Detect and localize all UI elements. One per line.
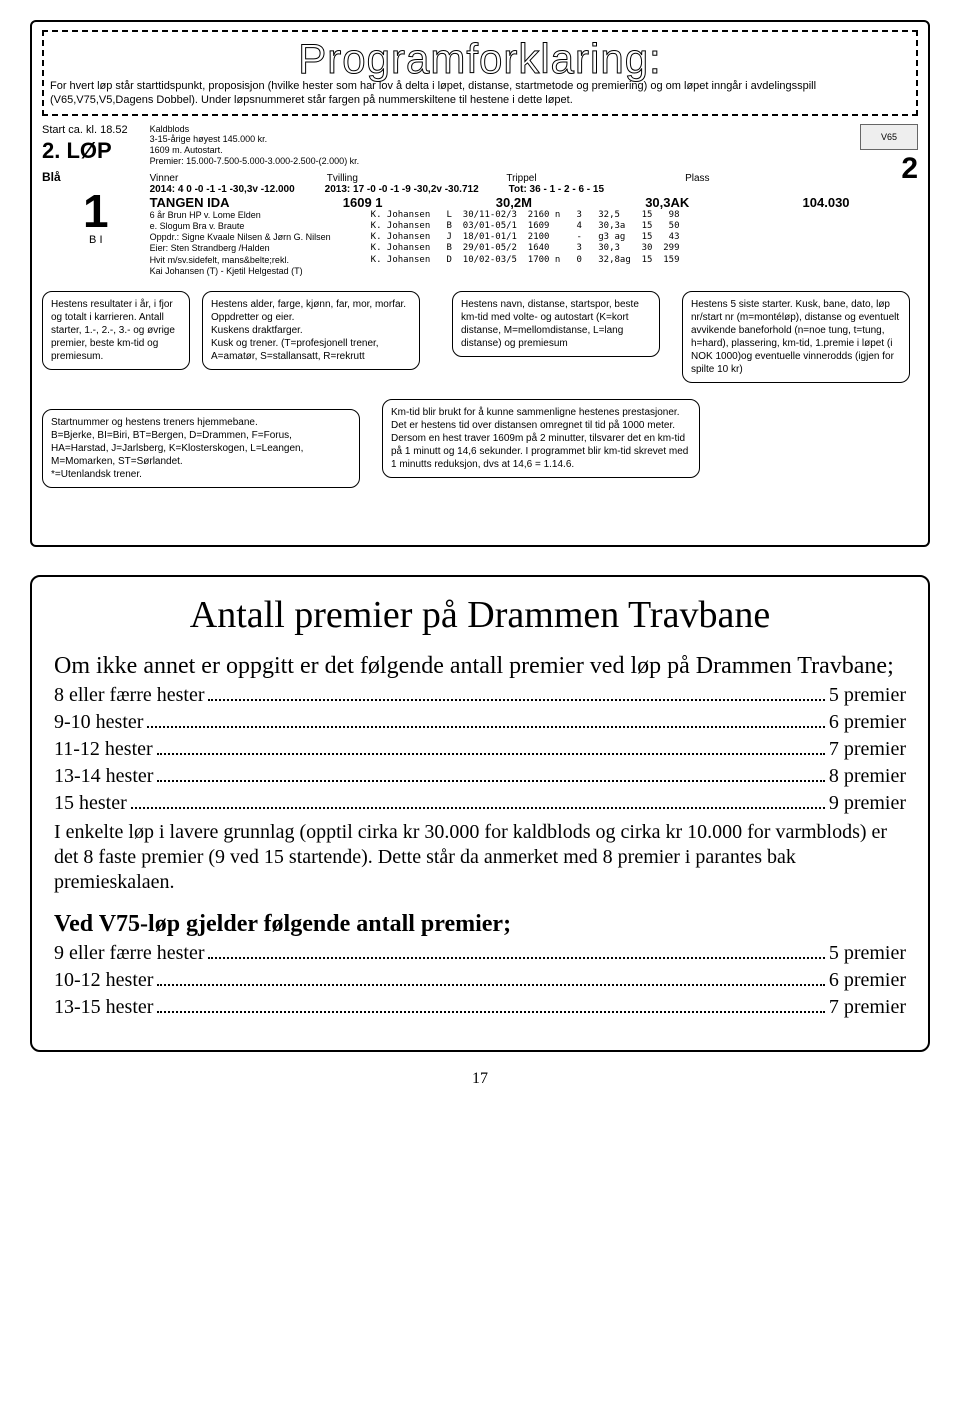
prop-line: Premier: 15.000-7.500-5.000-3.000-2.500-…: [150, 156, 850, 167]
prize-row-right: 5 premier: [829, 941, 906, 966]
prize-row-right: 8 premier: [829, 764, 906, 789]
prize-row-left: 15 hester: [54, 791, 127, 816]
horse-start-number: 1: [42, 188, 150, 234]
trainer-track-code: B I: [42, 234, 150, 246]
prop-line: 3-15-årige høyest 145.000 kr.: [150, 134, 850, 145]
prize-title: Antall premier på Drammen Travbane: [54, 593, 906, 637]
dots-filler: [157, 966, 824, 986]
callout-name-distance: Hestens navn, distanse, startspor, beste…: [452, 291, 660, 357]
start-time: Start ca. kl. 18.52: [42, 124, 150, 136]
prize-row: 13-14 hester 8 premier: [54, 762, 906, 789]
prize-row-left: 9-10 hester: [54, 710, 143, 735]
bet-header: Vinner: [150, 173, 179, 184]
prop-line: 1609 m. Autostart.: [150, 145, 850, 156]
prize-row-left: 13-15 hester: [54, 995, 153, 1020]
dots-filler: [208, 939, 824, 959]
page-number: 17: [30, 1070, 930, 1088]
program-box: Programforklaring: For hvert løp står st…: [30, 20, 930, 547]
detail-line: Hvit m/sv.sidefelt, mans&belte;rekl.: [150, 255, 331, 266]
prize-row: 10-12 hester 6 premier: [54, 966, 906, 993]
prize-lead: Om ikke annet er oppgitt er det følgende…: [54, 651, 906, 681]
dots-filler: [157, 735, 825, 755]
horse-name: TANGEN IDA: [150, 195, 230, 210]
race-number: 2. LØP: [42, 138, 150, 164]
color-label: Blå: [42, 170, 150, 184]
dots-filler: [147, 708, 824, 728]
prize-row-right: 6 premier: [829, 968, 906, 993]
prize-money: 104.030: [803, 195, 850, 210]
prize-row: 11-12 hester 7 premier: [54, 735, 906, 762]
prize-row: 15 hester 9 premier: [54, 789, 906, 816]
prize-info-box: Antall premier på Drammen Travbane Om ik…: [30, 575, 930, 1052]
prize-row-right: 7 premier: [829, 995, 906, 1020]
stat-total: Tot: 36 - 1 - 2 - 6 - 15: [509, 184, 604, 195]
prop-line: Kaldblods: [150, 124, 850, 135]
prize-row-left: 10-12 hester: [54, 968, 153, 993]
year-stats: 2014: 4 0 -0 -1 -1 -30,3v -12.000 2013: …: [150, 184, 850, 195]
game-badge: V65: [860, 124, 918, 150]
prize-row: 13-15 hester 7 premier: [54, 993, 906, 1020]
callouts-area: Hestens resultater i år, i fjor og total…: [42, 291, 918, 531]
horse-details: 6 år Brun HP v. Lome Elden e. Slogum Bra…: [150, 210, 331, 278]
dots-filler: [157, 993, 824, 1013]
distance-startpos: 1609 1: [343, 195, 383, 210]
prize-row-left: 8 eller færre hester: [54, 683, 204, 708]
callout-startnumber: Startnummer og hestens treners hjemmeban…: [42, 409, 360, 488]
division-number: 2: [850, 152, 918, 186]
dots-filler: [131, 789, 825, 809]
prize-row-left: 11-12 hester: [54, 737, 153, 762]
detail-line: Oppdr.: Signe Kvaale Nilsen & Jørn G. Ni…: [150, 232, 331, 243]
prize-paragraph: I enkelte løp i lavere grunnlag (opptil …: [54, 820, 906, 895]
dots-filler: [208, 681, 824, 701]
callout-horse-info: Hestens alder, farge, kjønn, far, mor, m…: [202, 291, 420, 370]
stat-2014: 2014: 4 0 -0 -1 -1 -30,3v -12.000: [150, 184, 295, 195]
detail-line: e. Slogum Bra v. Braute: [150, 221, 331, 232]
km-time-ak: 30,3AK: [645, 195, 689, 210]
bet-headers: Vinner Tvilling Trippel Plass: [150, 173, 710, 184]
detail-line: Eier: Sten Strandberg /Halden: [150, 243, 331, 254]
prize-row-right: 9 premier: [829, 791, 906, 816]
callout-kmtime: Km-tid blir brukt for å kunne sammenlign…: [382, 399, 700, 478]
prize-row-left: 9 eller færre hester: [54, 941, 204, 966]
prize-row-right: 7 premier: [829, 737, 906, 762]
header-block: Programforklaring: For hvert løp står st…: [42, 30, 918, 116]
v75-subhead: Ved V75-løp gjelder følgende antall prem…: [54, 909, 906, 939]
prize-row-left: 13-14 hester: [54, 764, 153, 789]
prize-row-right: 6 premier: [829, 710, 906, 735]
stat-2013: 2013: 17 -0 -0 -1 -9 -30,2v -30.712: [325, 184, 479, 195]
prize-row: 8 eller færre hester 5 premier: [54, 681, 906, 708]
callout-last-starts: Hestens 5 siste starter. Kusk, bane, dat…: [682, 291, 910, 383]
proposition-lines: Kaldblods 3-15-årige høyest 145.000 kr. …: [150, 124, 850, 167]
bet-header: Plass: [685, 173, 709, 184]
km-time-m: 30,2M: [496, 195, 532, 210]
prize-row: 9 eller færre hester 5 premier: [54, 939, 906, 966]
detail-line: Kai Johansen (T) - Kjetil Helgestad (T): [150, 266, 331, 277]
bet-header: Trippel: [506, 173, 536, 184]
intro-text: For hvert løp står starttidspunkt, propo…: [50, 80, 910, 108]
race-card: Start ca. kl. 18.52 2. LØP Blå 1 B I Kal…: [42, 124, 918, 278]
last-5-starts: K. Johansen L 30/11-02/3 2160 n 3 32,5 1…: [371, 210, 680, 278]
prize-row-right: 5 premier: [829, 683, 906, 708]
horse-name-row: TANGEN IDA 1609 1 30,2M 30,3AK 104.030: [150, 195, 850, 210]
callout-results-summary: Hestens resultater i år, i fjor og total…: [42, 291, 190, 370]
prize-row: 9-10 hester 6 premier: [54, 708, 906, 735]
dots-filler: [157, 762, 824, 782]
page-title: Programforklaring:: [50, 38, 910, 80]
bet-header: Tvilling: [327, 173, 358, 184]
detail-line: 6 år Brun HP v. Lome Elden: [150, 210, 331, 221]
